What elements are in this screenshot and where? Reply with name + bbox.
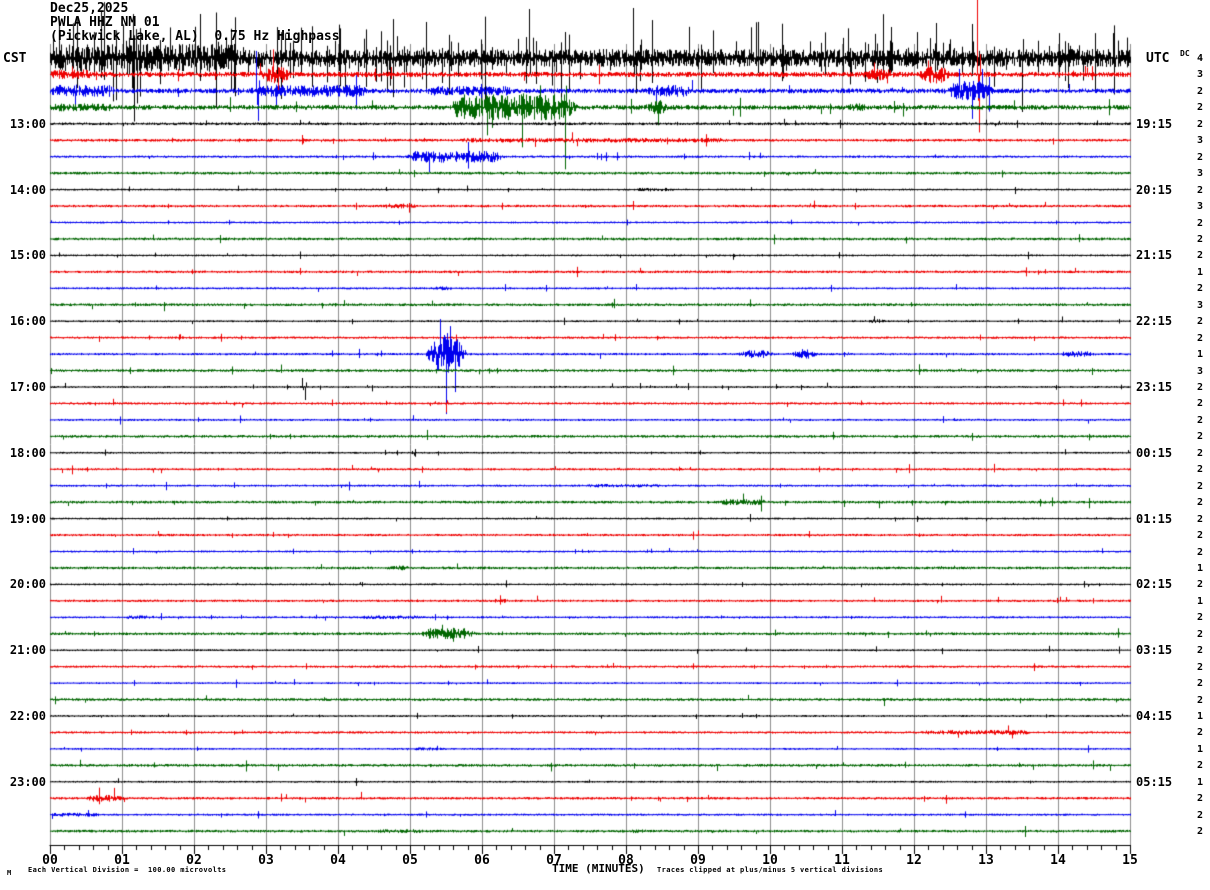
clip-note: Traces clipped at plus/minus 5 vertical … <box>657 866 884 874</box>
dc-offset-value: 1 <box>1196 743 1204 755</box>
utc-time-label: 20:15 <box>1136 182 1173 197</box>
dc-offset-value: 1 <box>1196 595 1204 607</box>
dc-offset-value: 2 <box>1196 628 1204 640</box>
x-axis-title: TIME (MINUTES) <box>552 862 645 875</box>
dc-offset-value: 2 <box>1196 513 1204 525</box>
x-axis-tick-label: 07 <box>546 853 562 868</box>
dc-offset-value: 4 <box>1196 53 1204 64</box>
x-axis-tick-label: 05 <box>402 853 418 868</box>
dc-offset-value: 2 <box>1196 332 1204 344</box>
dc-offset-value: 3 <box>1196 135 1204 147</box>
x-axis-tick-label: 06 <box>474 853 490 868</box>
dc-offset-header: DC <box>1180 49 1190 58</box>
utc-time-label: 00:15 <box>1136 445 1173 460</box>
dc-offset-value: 2 <box>1196 530 1204 542</box>
scale-note: Each Vertical Division = 100.00 microvol… <box>28 866 227 874</box>
cst-time-label: 23:00 <box>9 774 46 789</box>
cst-time-label: 22:00 <box>9 709 46 723</box>
dc-offset-value: 2 <box>1196 826 1204 838</box>
dc-offset-value: 2 <box>1196 612 1204 624</box>
unit-mark: M <box>7 869 12 877</box>
utc-time-label: 02:15 <box>1136 577 1173 592</box>
station-subtitle: (Pickwick Lake, AL) 0.75 Hz Highpass <box>50 29 340 44</box>
dc-offset-value: 2 <box>1196 480 1204 492</box>
dc-offset-value: 1 <box>1196 562 1204 574</box>
x-axis-tick-label: 13 <box>978 853 994 868</box>
utc-time-label: 23:15 <box>1136 380 1173 394</box>
utc-time-label: 05:15 <box>1136 774 1173 789</box>
dc-offset-value: 2 <box>1196 793 1204 805</box>
cst-time-label: 18:00 <box>9 445 46 460</box>
utc-time-label: 22:15 <box>1136 314 1173 329</box>
x-axis-tick-label: 15 <box>1122 853 1138 868</box>
dc-offset-value: 2 <box>1196 727 1204 739</box>
dc-offset-value: 2 <box>1196 102 1204 114</box>
cst-time-label: 16:00 <box>9 314 46 329</box>
dc-offset-value: 3 <box>1196 168 1204 180</box>
cst-time-label: 15:00 <box>9 248 46 263</box>
dc-offset-value: 2 <box>1196 431 1204 443</box>
x-axis-tick-label: 11 <box>834 853 850 868</box>
x-axis-tick-label: 04 <box>330 853 346 868</box>
dc-offset-value: 2 <box>1196 217 1204 229</box>
dc-offset-value: 2 <box>1196 661 1204 673</box>
dc-offset-value: 2 <box>1196 694 1204 706</box>
dc-offset-value: 2 <box>1196 233 1204 245</box>
station-id: PWLA HHZ NM 01 <box>50 15 160 30</box>
dc-offset-value: 2 <box>1196 760 1204 772</box>
dc-offset-value: 2 <box>1196 579 1204 591</box>
utc-time-label: 04:15 <box>1136 709 1173 723</box>
x-axis-tick-label: 00 <box>42 853 58 868</box>
right-timezone-header: UTC <box>1146 51 1170 66</box>
utc-time-label: 01:15 <box>1136 511 1173 526</box>
x-axis-tick-label: 10 <box>762 853 778 868</box>
dc-offset-value: 2 <box>1196 184 1204 196</box>
utc-time-label: 21:15 <box>1136 248 1173 263</box>
cst-time-label: 14:00 <box>9 182 46 197</box>
dc-offset-value: 1 <box>1196 776 1204 788</box>
x-axis-tick-label: 12 <box>906 853 922 868</box>
dc-offset-value: 2 <box>1196 678 1204 690</box>
cst-time-label: 20:00 <box>9 577 46 592</box>
x-axis-tick-label: 08 <box>618 853 634 868</box>
dc-offset-value: 2 <box>1196 447 1204 459</box>
cst-time-label: 19:00 <box>9 511 46 526</box>
x-axis-tick-label: 14 <box>1050 853 1066 868</box>
dc-offset-value: 1 <box>1196 266 1204 278</box>
x-axis-tick-label: 01 <box>114 853 130 868</box>
dc-offset-value: 1 <box>1196 711 1204 722</box>
utc-time-label: 19:15 <box>1136 116 1173 131</box>
dc-offset-value: 2 <box>1196 464 1204 476</box>
cst-time-label: 17:00 <box>9 380 46 394</box>
left-timezone-header: CST <box>3 51 27 66</box>
dc-offset-value: 2 <box>1196 398 1204 410</box>
plot-date: Dec25,2025 <box>50 1 129 16</box>
dc-offset-value: 3 <box>1196 201 1204 213</box>
dc-offset-value: 2 <box>1196 250 1204 262</box>
dc-offset-value: 2 <box>1196 546 1204 558</box>
dc-offset-value: 2 <box>1196 151 1204 163</box>
dc-offset-value: 2 <box>1196 283 1204 295</box>
dc-offset-value: 3 <box>1196 299 1204 311</box>
dc-offset-value: 1 <box>1196 349 1204 361</box>
dc-offset-value: 3 <box>1196 69 1204 81</box>
dc-offset-value: 2 <box>1196 316 1204 328</box>
dc-offset-value: 2 <box>1196 118 1204 130</box>
cst-time-label: 21:00 <box>9 643 46 658</box>
x-axis-tick-label: 03 <box>258 853 274 868</box>
dc-offset-value: 2 <box>1196 85 1204 97</box>
dc-offset-value: 2 <box>1196 645 1204 657</box>
utc-time-label: 03:15 <box>1136 643 1173 658</box>
dc-offset-value: 2 <box>1196 382 1204 393</box>
cst-time-label: 13:00 <box>9 116 46 131</box>
x-axis-tick-label: 02 <box>186 853 202 868</box>
dc-offset-value: 2 <box>1196 414 1204 426</box>
dc-offset-value: 2 <box>1196 497 1204 509</box>
dc-offset-value: 2 <box>1196 809 1204 821</box>
x-axis-tick-label: 09 <box>690 853 706 868</box>
dc-offset-value: 3 <box>1196 365 1204 377</box>
